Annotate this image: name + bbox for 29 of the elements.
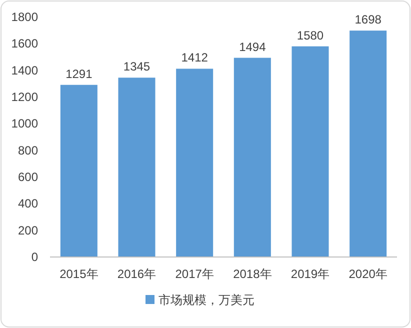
bar [350,30,387,257]
x-tick-label: 2015年 [60,267,98,281]
y-tick-label: 400 [18,196,38,211]
x-tick-label: 2018年 [233,267,272,281]
y-tick-label: 800 [18,143,38,158]
data-label: 1494 [239,40,266,54]
y-tick-label: 0 [31,250,38,264]
data-label: 1345 [123,60,150,74]
y-tick-label: 200 [18,223,38,238]
y-tick-label: 1800 [11,10,38,24]
data-label: 1291 [66,66,93,81]
x-tick-label: 2017年 [175,267,214,281]
data-label: 1698 [354,12,382,27]
y-tick-label: 1000 [11,116,38,131]
x-tick-label: 2020年 [348,267,388,281]
data-label: 1580 [296,28,324,42]
bar [234,58,271,257]
bar [118,78,156,257]
y-tick-label: 600 [18,170,38,184]
data-label: 1412 [181,50,208,65]
x-tick-label: 2019年 [290,267,330,281]
y-tick-label: 1600 [11,36,38,51]
bar [176,68,214,257]
legend-label: 市场规模，万美元 [158,293,254,307]
bar [60,84,98,257]
y-tick-label: 1400 [11,63,38,78]
bar [292,46,329,257]
x-tick-label: 2016年 [117,267,156,281]
y-tick-label: 1200 [11,90,38,104]
